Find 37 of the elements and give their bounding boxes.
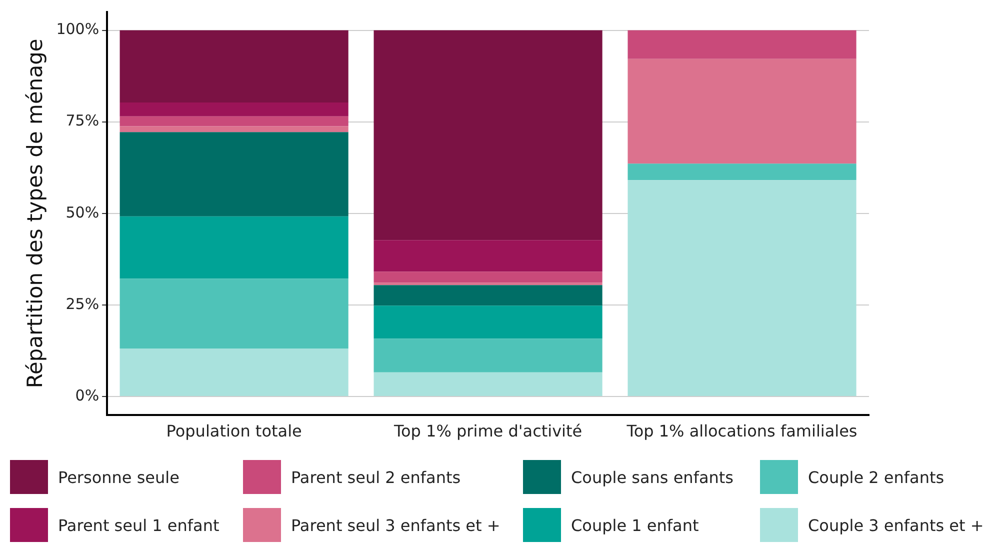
bar [374,285,602,306]
bar [120,132,348,216]
bar [628,30,856,59]
y-tick-label: 75% [66,112,100,130]
bar [374,282,602,286]
legend-label: Couple sans enfants [571,468,734,486]
bar [374,338,602,372]
legend-label: Parent seul 3 enfants et + [291,516,500,534]
legend-label: Couple 1 enfant [571,516,699,534]
bar [374,306,602,339]
y-tick-label: 0% [75,386,100,404]
legend-label: Couple 3 enfants et + [808,516,984,534]
bar [120,30,348,102]
bar [374,372,602,396]
bar [374,240,602,272]
y-tick-label: 100% [56,20,100,38]
legend-label: Personne seule [58,468,180,486]
bar [120,126,348,132]
y-tick-label: 50% [66,203,100,222]
legend-label: Parent seul 1 enfant [58,516,220,534]
bar [628,164,856,180]
y-axis-title: Répartition des types de ménage [23,38,48,388]
bar [374,272,602,283]
bar [120,116,348,126]
x-tick-label: Top 1% allocations familiales [626,422,858,441]
y-tick-label: 25% [66,294,100,313]
bar [120,278,348,349]
bar [120,216,348,279]
bar [120,348,348,396]
legend-label: Parent seul 2 enfants [291,468,461,486]
bar [120,102,348,116]
bar [374,30,602,240]
bar [628,180,856,396]
x-tick-label: Population totale [166,422,302,441]
legend-label: Couple 2 enfants [808,468,944,486]
x-tick-label: Top 1% prime d'activité [392,422,582,441]
bar [628,58,856,164]
